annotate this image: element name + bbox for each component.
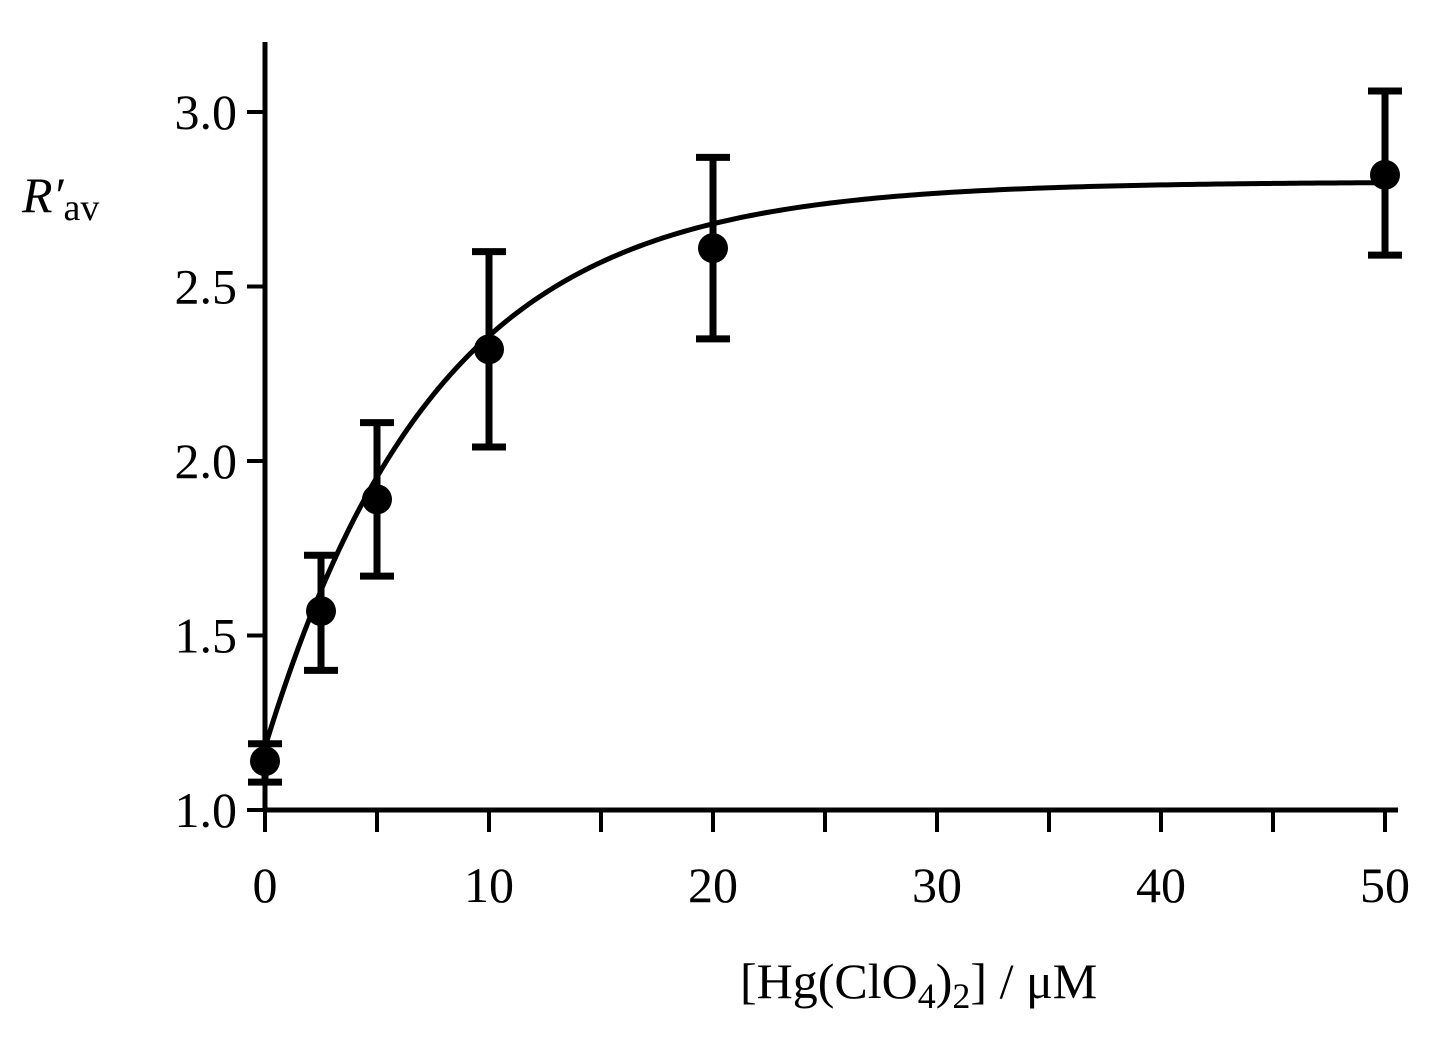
x-tick-label: 40 [1136,857,1186,913]
y-tick-label: 3.0 [175,84,238,140]
x-tick-label: 50 [1360,857,1410,913]
axes [262,42,1398,813]
y-tick-label: 2.5 [175,259,238,315]
y-tick-label: 1.0 [175,782,238,838]
y-tick-label: 2.0 [175,433,238,489]
data-point-group [250,159,1400,777]
y-axis-title-sub: av [63,187,99,229]
tick-label-group: 1.0 1.5 2.0 2.5 3.0 0 10 20 30 40 50 [175,84,1411,913]
x-axis-title-mid: ) [936,953,953,1009]
data-point [474,334,504,365]
error-bar-group [248,87,1402,786]
data-point [306,596,336,627]
y-tick-label: 1.5 [175,608,238,664]
x-tick-label: 30 [912,857,962,913]
x-tick-label: 10 [464,857,514,913]
y-axis-title-main: R′ [21,167,65,223]
fit-curve [262,180,1386,748]
x-axis-title-close: ] / μM [970,953,1097,1009]
x-axis-title-sub2: 2 [952,976,970,1016]
data-point [1370,159,1400,190]
x-axis-title: [Hg(ClO4)2] / μM [740,953,1097,1016]
data-point [250,746,280,777]
x-tick-label: 20 [688,857,738,913]
x-axis-title-open: [Hg(ClO [740,953,918,1009]
data-point [698,233,728,264]
x-axis-title-sub1: 4 [918,976,936,1016]
x-tick-label: 0 [253,857,278,913]
tick-group [247,110,1387,832]
y-axis-title: R′av [21,167,99,229]
data-point [362,484,392,515]
